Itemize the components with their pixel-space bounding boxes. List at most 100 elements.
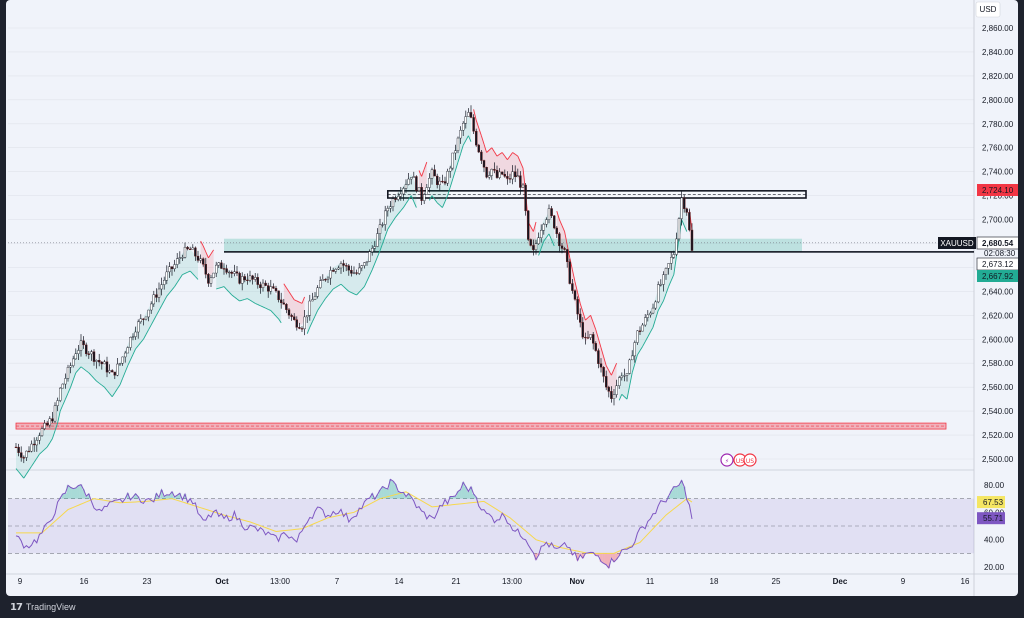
supertrend-fill <box>260 284 263 307</box>
supertrend-line <box>72 372 77 381</box>
candles <box>14 105 694 464</box>
supertrend-line <box>631 363 636 373</box>
supertrend-line <box>512 152 516 155</box>
supertrend-line <box>650 327 654 333</box>
candle-body <box>446 171 449 184</box>
candle-body <box>464 116 467 124</box>
supertrend-fill <box>411 174 414 202</box>
candle-body <box>477 144 480 153</box>
supertrend-line <box>140 338 144 343</box>
chart-frame[interactable]: USD 2,860.00 2,840.00 2,820.00 2,800.00 2,780… <box>6 0 1018 596</box>
candle-body <box>685 208 688 213</box>
event-icon[interactable] <box>720 453 734 467</box>
chart-canvas[interactable]: USD 2,860.00 2,840.00 2,820.00 2,800.00 2,780… <box>6 0 1018 596</box>
supertrend-line <box>192 273 196 277</box>
rsi-tag <box>977 496 1005 509</box>
time-label: 14 <box>395 577 404 586</box>
candle-body <box>165 271 169 281</box>
candle-body <box>326 277 330 280</box>
supertrend-fill <box>247 277 250 301</box>
candle-body <box>501 171 504 175</box>
candle-body <box>59 387 62 401</box>
candle-body <box>657 284 660 303</box>
supertrend-line <box>410 195 415 202</box>
price-tick-label: 2,820.00 <box>982 72 1014 81</box>
tradingview-logo-icon[interactable]: 17 <box>10 601 23 613</box>
candle-body <box>129 337 132 348</box>
supertrend-fill <box>312 294 315 322</box>
candle-body <box>170 266 174 270</box>
candle-body <box>462 122 465 131</box>
supertrend-line <box>174 282 178 287</box>
supertrend-line <box>64 392 69 400</box>
candle-body <box>259 284 262 289</box>
supertrend-line <box>288 291 292 297</box>
supertrend-line <box>626 385 631 400</box>
candle-body <box>516 175 519 178</box>
time-axis[interactable]: 9 16 23 Oct 13:00 7 14 21 13:00 Nov 11 18 25 Dec 9 16 <box>18 577 970 586</box>
supertrend-line <box>366 275 371 282</box>
supertrend-fill <box>252 280 256 304</box>
price-axis[interactable]: USD 2,860.00 2,840.00 2,820.00 2,800.00 2,780… <box>938 1 1018 464</box>
event-markers[interactable]: ⚡ US US <box>720 453 757 467</box>
supertrend-line <box>363 280 368 287</box>
brand-label[interactable]: TradingView <box>25 602 76 612</box>
time-label: 7 <box>335 577 340 586</box>
currency-button[interactable] <box>975 1 1001 18</box>
supertrend-line <box>221 286 225 288</box>
time-label: 13:00 <box>270 577 291 586</box>
candle-body <box>178 257 182 259</box>
countdown-label: 02:08:30 <box>984 249 1016 258</box>
candle-body <box>157 288 161 298</box>
supertrend-line <box>660 300 664 306</box>
supertrend-line <box>429 195 433 201</box>
candle-body <box>594 343 597 351</box>
candle-body <box>529 239 532 246</box>
supertrend-line <box>343 286 347 290</box>
candle-body <box>134 331 137 337</box>
candle-body <box>373 246 376 249</box>
supertrend-fill <box>140 317 144 343</box>
supertrend-line <box>374 256 378 264</box>
candle-body <box>126 347 130 354</box>
candle-body <box>173 264 176 270</box>
supertrend-line <box>39 451 43 455</box>
candle-body <box>672 254 675 258</box>
candle-body <box>147 309 150 318</box>
supertrend-line <box>234 296 238 300</box>
supertrend-line <box>582 311 586 321</box>
supertrend-line <box>132 348 137 355</box>
supertrend-line <box>62 398 66 406</box>
supertrend-line <box>184 271 188 274</box>
supertrend-line <box>236 298 240 302</box>
supertrend-fill <box>621 372 625 397</box>
supertrend-fill <box>211 249 214 276</box>
candle-body <box>545 219 548 225</box>
candle-body <box>194 247 197 257</box>
supertrend-line <box>124 365 129 373</box>
candle-body <box>441 180 444 183</box>
candle-body <box>615 385 618 395</box>
time-label: 21 <box>452 577 461 586</box>
candle-body <box>306 315 309 318</box>
candle-body <box>537 237 540 244</box>
event-icon[interactable] <box>743 453 757 467</box>
supertrend-line <box>257 304 261 307</box>
price-tick-label: 2,520.00 <box>982 431 1014 440</box>
supertrend-line <box>332 287 337 290</box>
supertrend-line <box>137 342 142 346</box>
supertrend-line <box>421 169 425 177</box>
candle-body <box>155 294 158 298</box>
supertrend-line <box>179 274 183 279</box>
candle-body <box>605 376 608 388</box>
supertrend-line <box>597 338 602 348</box>
supertrend-line <box>75 369 79 374</box>
supertrend-line <box>96 380 100 384</box>
candle-body <box>532 245 535 250</box>
supertrend-line <box>111 392 116 397</box>
candle-body <box>589 334 592 338</box>
supertrend-fill <box>239 278 243 301</box>
candle-body <box>196 255 200 261</box>
candle-body <box>508 178 512 180</box>
